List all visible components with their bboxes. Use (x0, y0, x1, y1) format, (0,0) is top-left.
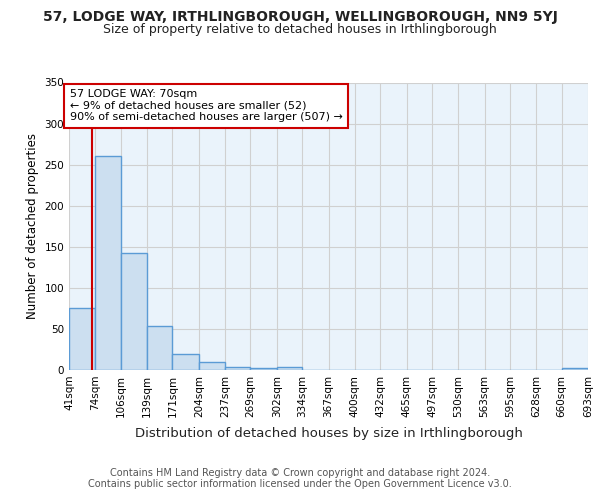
Text: Contains HM Land Registry data © Crown copyright and database right 2024.
Contai: Contains HM Land Registry data © Crown c… (88, 468, 512, 489)
Bar (172, 354, 199, 370)
Text: 57 LODGE WAY: 70sqm
← 9% of detached houses are smaller (52)
90% of semi-detache: 57 LODGE WAY: 70sqm ← 9% of detached hou… (70, 89, 343, 122)
Y-axis label: Number of detached properties: Number of detached properties (26, 133, 39, 320)
Text: 57, LODGE WAY, IRTHLINGBOROUGH, WELLINGBOROUGH, NN9 5YJ: 57, LODGE WAY, IRTHLINGBOROUGH, WELLINGB… (43, 10, 557, 24)
Bar (69, 308, 95, 370)
Bar (121, 254, 147, 370)
Bar (277, 366, 302, 370)
Bar (225, 366, 250, 370)
Bar (562, 368, 588, 370)
Bar (95, 156, 121, 370)
Text: Distribution of detached houses by size in Irthlingborough: Distribution of detached houses by size … (135, 428, 523, 440)
Bar (147, 326, 172, 370)
Bar (250, 368, 277, 370)
Text: Size of property relative to detached houses in Irthlingborough: Size of property relative to detached ho… (103, 22, 497, 36)
Bar (199, 362, 225, 370)
